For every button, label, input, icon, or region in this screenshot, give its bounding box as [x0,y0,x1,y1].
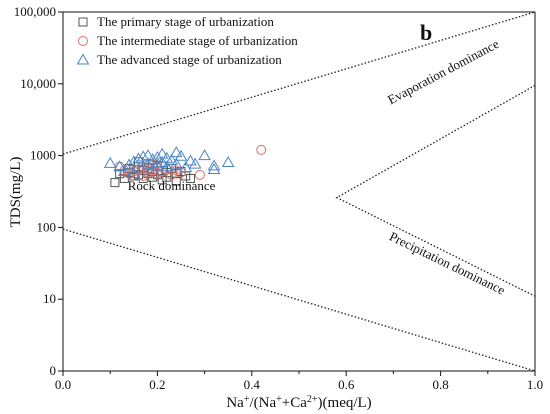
y-tick-label: 10,000 [20,76,56,91]
data-point-triangle [127,155,141,167]
data-point-triangle [184,154,197,166]
legend-circle-marker [78,36,88,46]
precipitation-dominance-label: Precipitation dominance [387,229,508,298]
y-tick-label: 0 [50,363,57,378]
legend-entry-label: The primary stage of urbanization [97,14,274,29]
data-point-triangle [198,149,211,161]
data-point-triangle [188,157,202,169]
data-point-square [171,169,181,179]
series-triangle [103,146,235,179]
legend-entry-label: The intermediate stage of urbanization [97,33,298,48]
upper-boundary-line [62,11,536,155]
lower-boundary-line [62,228,536,372]
data-points [103,144,267,188]
data-point-triangle [103,156,117,168]
legend: The primary stage of urbanization The int… [76,14,298,67]
data-point-triangle [169,146,183,158]
legend-triangle-marker [76,53,90,65]
data-point-triangle [151,159,164,171]
data-point-square [185,173,195,183]
data-point-triangle [127,167,141,179]
x-tick-label: 0.6 [338,377,355,392]
data-point-triangle [207,159,221,171]
evaporation-dominance-label: Evaporation dominance [385,36,502,107]
y-tick-label: 1000 [30,148,56,163]
data-point-triangle [169,157,183,169]
data-point-triangle [155,147,169,159]
x-tick-label: 0.0 [55,377,71,392]
y-tick-label: 10 [43,291,56,306]
data-point-triangle [165,153,178,165]
data-point-triangle [113,160,127,172]
data-point-triangle [151,151,164,163]
x-axis-title: Na+/(Na++Ca2+)(meq/L) [226,394,371,412]
data-point-square [110,178,120,188]
data-point-triangle [122,158,136,170]
y-tick-label: 100,000 [14,4,56,19]
x-tick-label: 1.0 [527,377,543,392]
data-point-triangle [174,149,188,161]
rock-dominance-label: Rock dominance [128,178,216,193]
legend-entry-label: The advanced stage of urbanization [97,52,282,67]
data-point-circle [194,169,205,180]
region-annotations: Rock dominance Evaporation dominance Preci… [128,36,508,298]
evaporation-precipitation-wedge-line [335,84,536,297]
legend-square-marker [78,17,88,27]
data-point-triangle [117,165,131,177]
y-axis-title: TDS(mg/L) [8,157,24,228]
data-point-triangle [132,152,145,164]
data-point-triangle [146,153,160,165]
x-tick-label: 0.8 [432,377,448,392]
x-tick-label: 0.2 [149,377,165,392]
data-point-triangle [207,163,221,175]
data-point-triangle [136,161,150,173]
x-tick-label: 0.4 [244,377,261,392]
data-point-triangle [136,150,150,162]
data-point-triangle [146,163,160,175]
panel-label: b [420,20,432,45]
data-point-triangle [221,156,235,168]
data-point-triangle [179,161,193,173]
axis-ticks: 0.0 0.2 0.4 0.6 0.8 1.0 0 10 100 1000 10,000 100,00… [14,4,543,392]
y-tick-label: 100 [37,219,57,234]
data-point-triangle [160,160,174,172]
data-point-triangle [141,149,155,161]
data-point-circle [256,144,267,155]
boundary-lines [62,11,536,372]
